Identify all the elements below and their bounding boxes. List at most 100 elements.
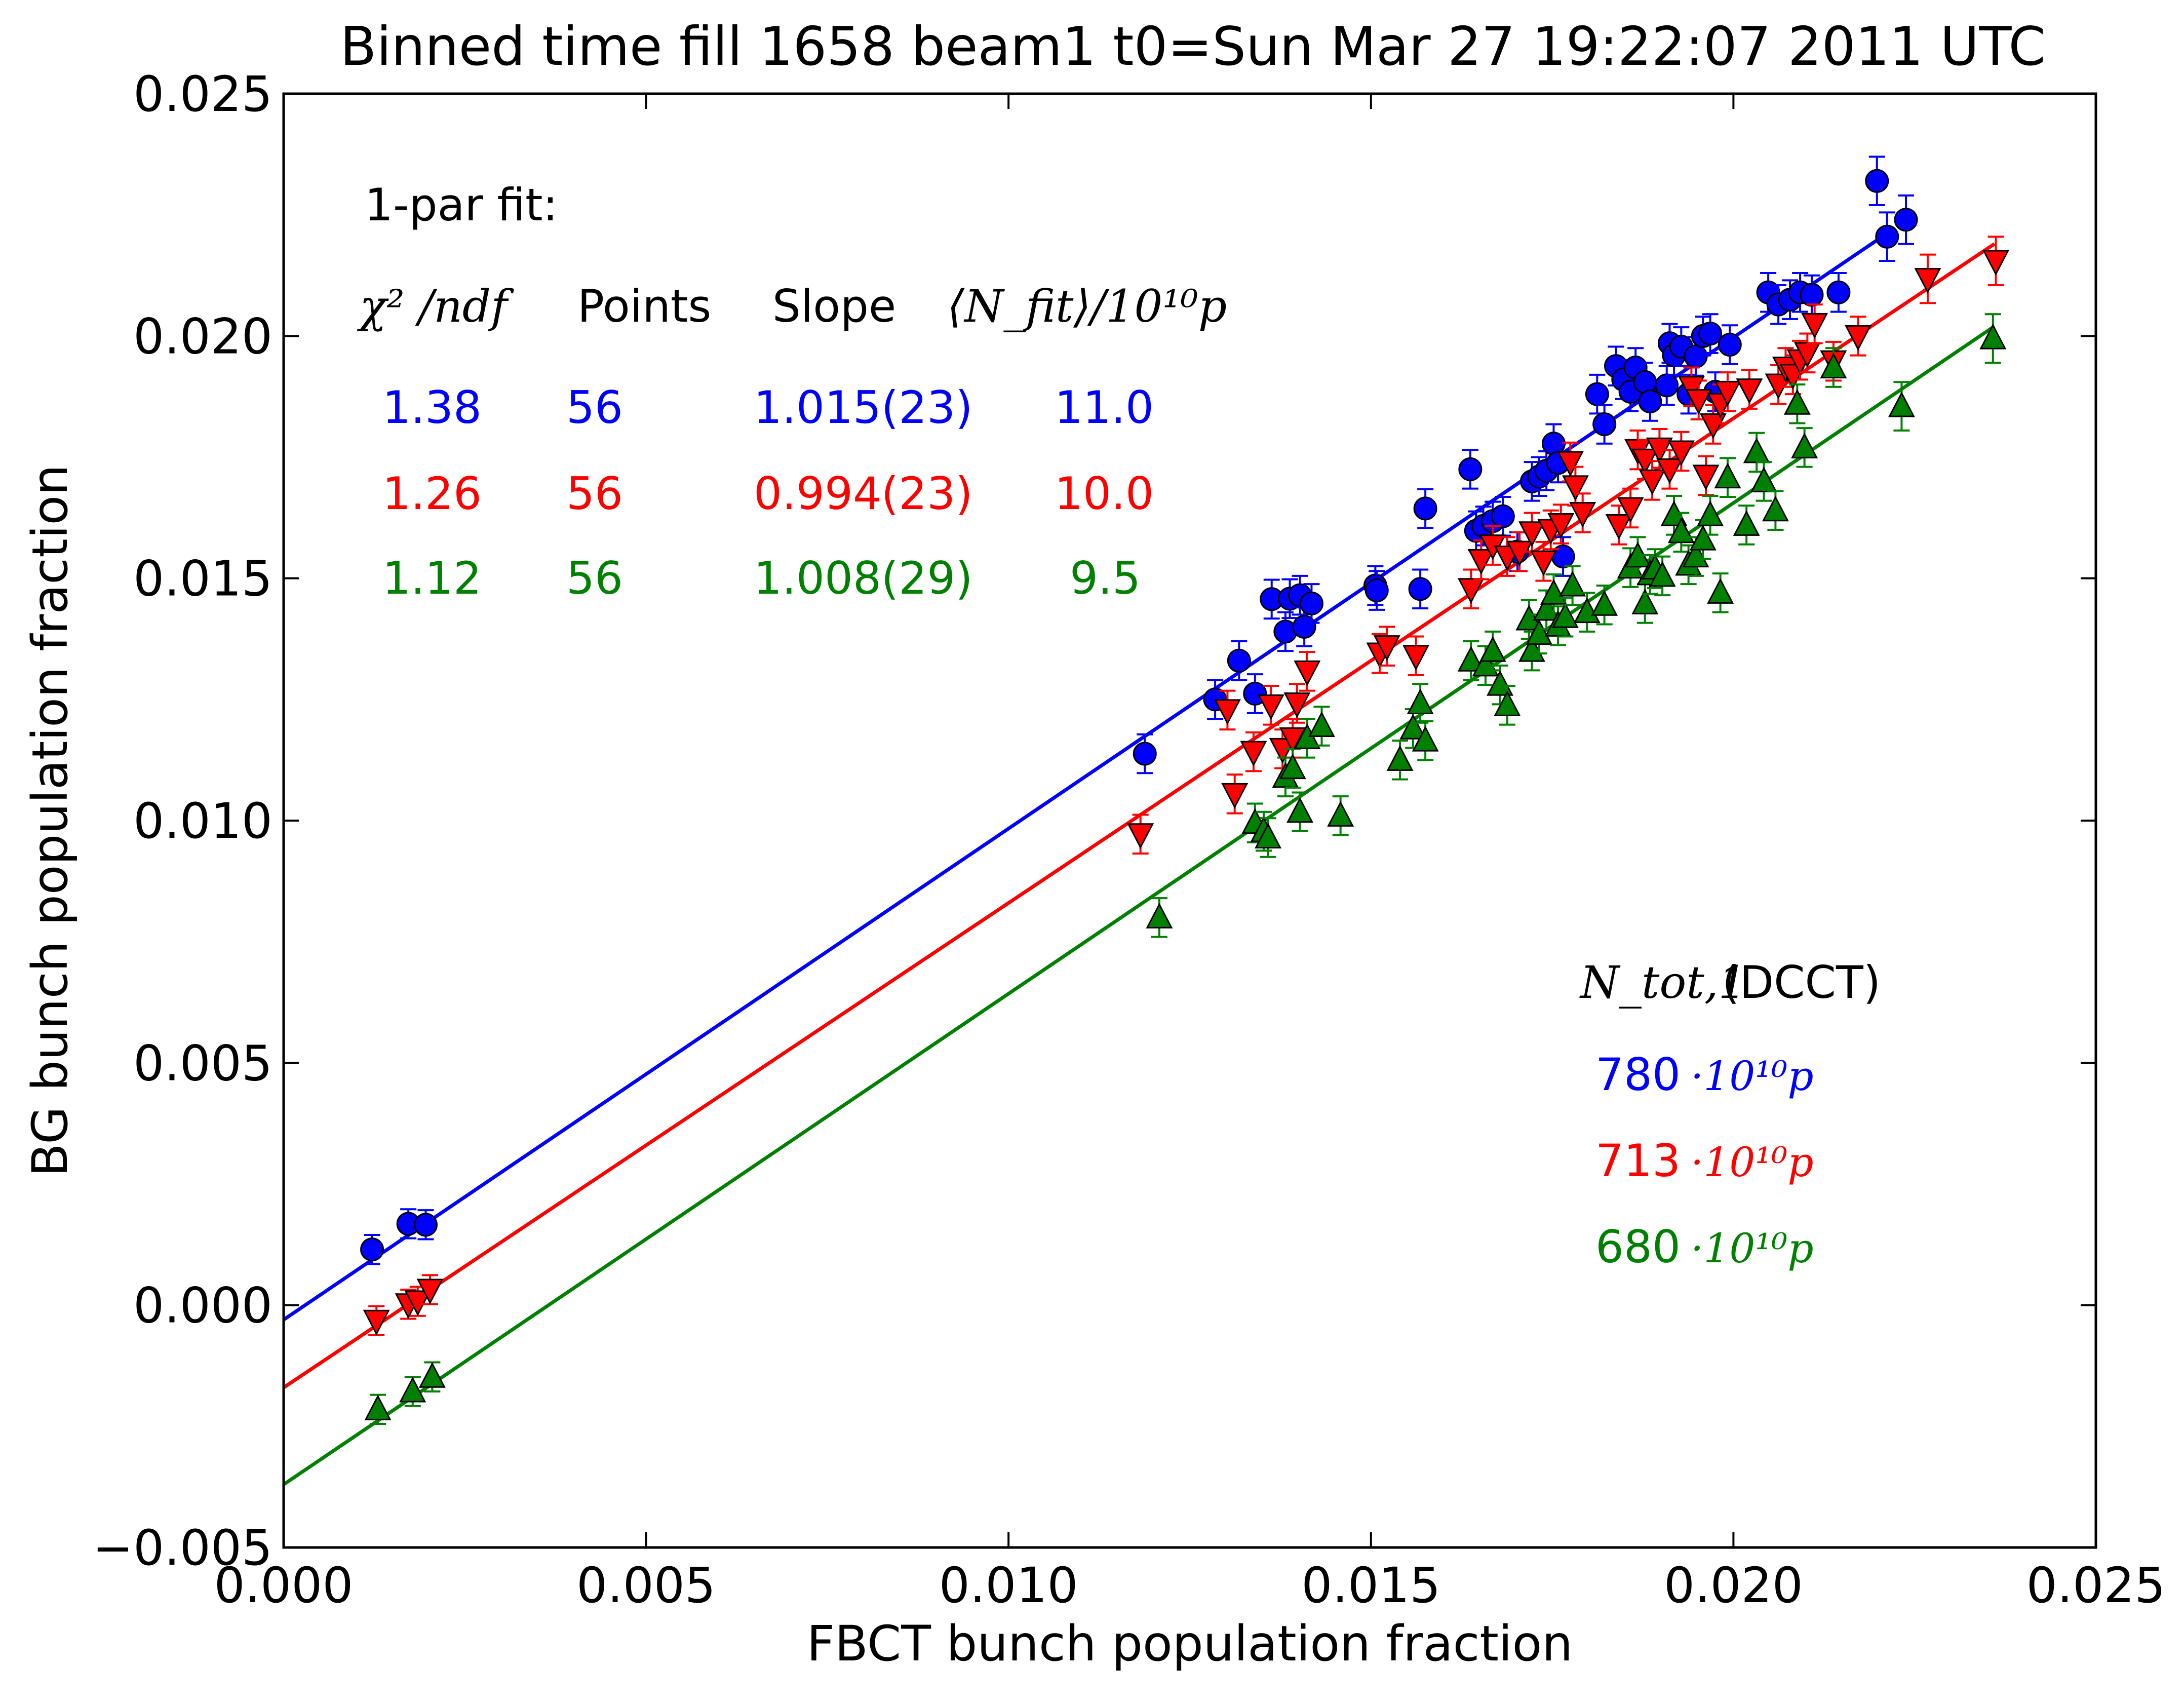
marker-triangle-up [1762, 495, 1789, 522]
marker-triangle-down [1257, 694, 1284, 720]
marker-circle [1408, 577, 1432, 601]
x-tick-label: 0.020 [1664, 1557, 1803, 1614]
data-point [1793, 332, 1821, 374]
marker-circle [1718, 333, 1742, 357]
data-point [1714, 457, 1741, 498]
marker-triangle-down [1467, 549, 1495, 575]
marker-triangle-up [1649, 561, 1676, 587]
tick-labels: 0.000 0.005 0.010 0.015 0.020 0.025−0.0050.00… [93, 66, 2166, 1614]
data-point [1845, 316, 1872, 357]
marker-triangle-down [1617, 497, 1644, 523]
marker-triangle-down [1914, 267, 1941, 294]
data-point [416, 1274, 444, 1305]
data-point [1457, 640, 1485, 681]
data-point [1530, 540, 1557, 582]
fit-nfit: 9.5 [1070, 552, 1141, 604]
marker-triangle-up [1551, 602, 1579, 628]
marker-triangle-down [1982, 250, 2009, 276]
marker-circle [1698, 322, 1723, 346]
data-point [1386, 740, 1414, 781]
data-point [1888, 381, 1915, 432]
marker-triangle-up [1733, 510, 1760, 536]
data-point [1762, 490, 1789, 531]
marker-circle [1364, 578, 1389, 603]
x-tick-label: 0.010 [939, 1557, 1078, 1614]
marker-triangle-up [1791, 433, 1818, 458]
marker-triangle-up [1573, 597, 1601, 624]
x-tick-label: 0.015 [1301, 1557, 1440, 1614]
marker-triangle-up [399, 1376, 426, 1403]
marker-triangle-up [1559, 570, 1586, 597]
data-points [360, 156, 2009, 1425]
data-point [1699, 404, 1727, 445]
data-point [1865, 156, 1889, 207]
data-point [1783, 383, 1811, 424]
data-point [1714, 371, 1741, 412]
data-point [1364, 570, 1389, 611]
data-point [1408, 568, 1432, 609]
marker-circle [1299, 591, 1323, 615]
marker-triangle-up [1979, 323, 2007, 350]
marker-triangle-up [418, 1362, 446, 1388]
marker-triangle-up [1682, 541, 1709, 568]
data-point [1667, 512, 1695, 553]
marker-triangle-up [1714, 462, 1741, 489]
data-point [1649, 555, 1676, 597]
marker-triangle-down [1547, 513, 1575, 539]
marker-triangle-down [1736, 378, 1763, 404]
marker-triangle-down [1692, 464, 1720, 491]
data-point [1982, 236, 2009, 286]
marker-triangle-up [1308, 711, 1335, 737]
marker-triangle-down [1530, 550, 1557, 576]
marker-triangle-down [1714, 380, 1741, 407]
marker-triangle-up [1783, 389, 1811, 415]
data-point [1617, 487, 1644, 529]
marker-triangle-down [1518, 521, 1546, 548]
marker-triangle-up [1697, 500, 1724, 526]
marker-triangle-down [1685, 389, 1712, 415]
fit-slope: 0.994(23) [754, 468, 973, 520]
marker-triangle-up [1667, 517, 1695, 544]
marker-triangle-down [1214, 699, 1241, 725]
data-point [414, 1209, 438, 1241]
marker-circle [414, 1213, 438, 1237]
y-tick-label: 0.010 [133, 793, 272, 849]
marker-triangle-down [1402, 645, 1430, 671]
data-point [1402, 635, 1430, 676]
plot-frame [282, 92, 2097, 1549]
data-point [1491, 495, 1515, 537]
data-point [1412, 720, 1439, 761]
y-tick-label: −0.005 [93, 1520, 272, 1576]
dcct-legend: N_tot,1 (DCCT) 780 ·10¹⁰p 713 ·10¹⁰p 680… [1579, 956, 1881, 1273]
data-point [1801, 303, 1828, 344]
data-point [1308, 706, 1335, 747]
data-point [1820, 347, 1847, 388]
data-point [1327, 795, 1354, 836]
data-point [1133, 733, 1157, 774]
fit-chi2: 1.12 [382, 552, 482, 604]
data-point [1294, 651, 1321, 692]
data-point [1227, 640, 1251, 681]
data-point [1559, 565, 1586, 606]
marker-triangle-up [1412, 725, 1439, 752]
data-point [1685, 379, 1712, 420]
marker-triangle-down [1639, 469, 1666, 495]
data-point [1373, 626, 1400, 667]
data-point [1733, 505, 1760, 546]
data-point [1894, 194, 1918, 245]
col-slope-header: Slope [772, 280, 896, 332]
marker-circle [1413, 496, 1437, 521]
marker-triangle-up [1479, 636, 1506, 662]
data-point [1692, 455, 1720, 496]
fit-nfit: 10.0 [1055, 468, 1154, 520]
chart-title: Binned time fill 1658 beam1 t0=Sun Mar 2… [340, 16, 2045, 78]
data-point [1667, 431, 1695, 472]
x-tick-label: 0.000 [214, 1557, 354, 1614]
marker-circle [1458, 457, 1483, 481]
marker-triangle-up [1146, 903, 1173, 928]
data-point [1697, 495, 1724, 536]
marker-triangle-down [1556, 451, 1584, 477]
marker-circle [1638, 389, 1662, 413]
marker-circle [1875, 224, 1899, 249]
fit-slope: 1.008(29) [754, 552, 973, 604]
